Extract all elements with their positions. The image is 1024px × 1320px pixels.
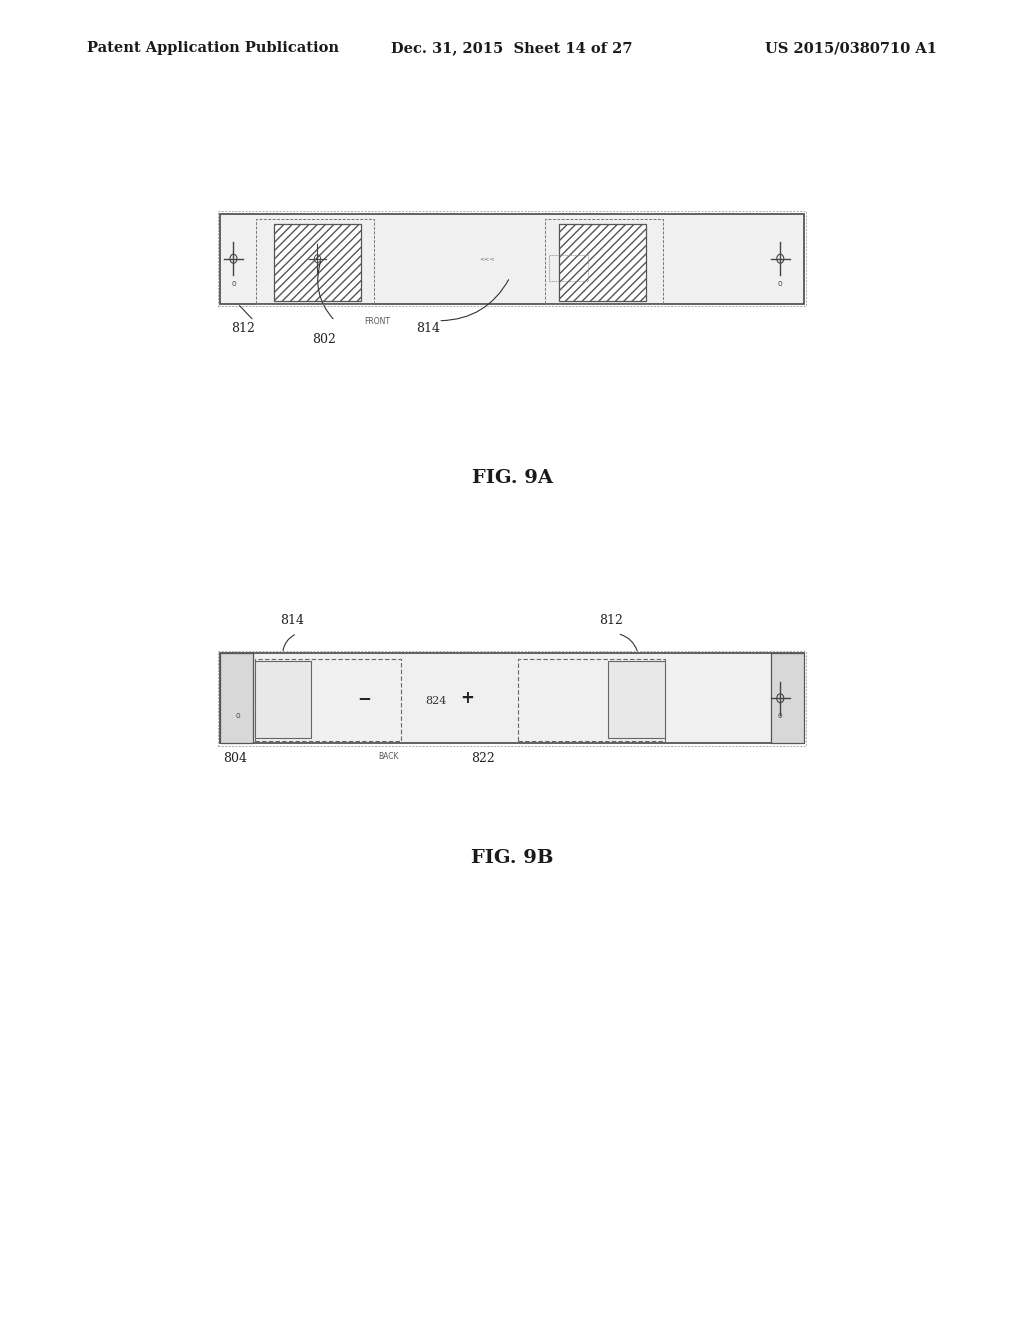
Text: 824: 824 <box>425 696 446 706</box>
Bar <box>218 651 806 746</box>
Text: FRONT: FRONT <box>364 317 390 326</box>
Text: <<<: <<< <box>479 256 496 261</box>
Bar <box>220 653 804 743</box>
Text: US 2015/0380710 A1: US 2015/0380710 A1 <box>765 41 937 55</box>
Bar <box>518 659 665 741</box>
Bar <box>220 653 253 743</box>
Bar <box>255 661 311 738</box>
Bar <box>220 214 804 304</box>
Text: 814: 814 <box>280 614 304 627</box>
Bar <box>549 255 588 281</box>
Text: BACK: BACK <box>378 752 398 762</box>
Bar <box>274 224 361 301</box>
Text: FIG. 9A: FIG. 9A <box>471 469 553 487</box>
Bar <box>608 661 665 738</box>
Text: 804: 804 <box>223 752 248 766</box>
Text: 812: 812 <box>230 322 255 335</box>
Text: Patent Application Publication: Patent Application Publication <box>87 41 339 55</box>
Bar <box>545 219 663 304</box>
Text: o: o <box>231 280 236 288</box>
Text: 812: 812 <box>599 614 624 627</box>
Text: o: o <box>236 711 240 719</box>
Text: 822: 822 <box>471 752 496 766</box>
Text: o: o <box>778 711 782 719</box>
Text: +: + <box>460 689 474 708</box>
Text: 802: 802 <box>311 333 336 346</box>
Bar <box>559 224 646 301</box>
Text: 814: 814 <box>416 322 440 335</box>
Bar <box>256 219 374 304</box>
Bar <box>255 659 401 741</box>
Text: FIG. 9B: FIG. 9B <box>471 849 553 867</box>
Text: Dec. 31, 2015  Sheet 14 of 27: Dec. 31, 2015 Sheet 14 of 27 <box>391 41 633 55</box>
Bar <box>771 653 804 743</box>
Text: o: o <box>778 280 782 288</box>
Bar <box>218 211 806 306</box>
Text: −: − <box>357 689 372 708</box>
